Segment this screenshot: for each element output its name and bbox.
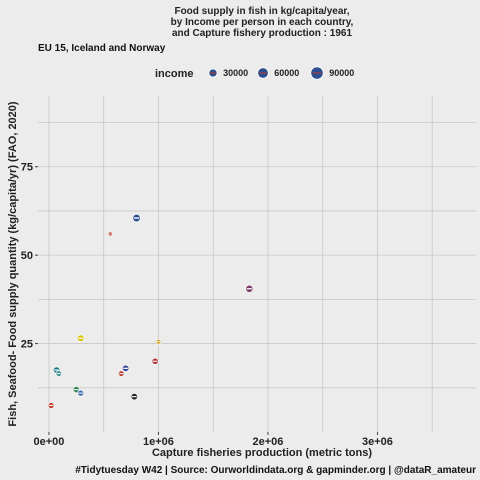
data-point [55,370,63,377]
grid [38,96,476,432]
y-axis-label: Fish, Seafood- Food supply quantity (kg/… [7,101,19,426]
data-point [117,370,125,377]
chart-caption: #Tidytuesday W42 | Source: Ourworldindat… [75,465,476,476]
legend-key-label: 60000 [274,68,299,78]
plot-panel [38,96,476,432]
data-point [47,402,55,409]
x-axis-ticks: 0e+00 1e+06 2e+06 3e+06 [33,432,393,448]
x-tick-label: 2e+06 [252,436,283,448]
data-point [107,231,113,237]
data-point [132,213,141,223]
y-tick-label: 25 [21,339,33,351]
x-tick-label: 1e+06 [143,436,174,448]
data-point [245,284,254,293]
data-points [47,213,254,409]
legend: income 30000 60000 90000 [155,66,354,80]
data-point [77,389,85,397]
chart-title-line-3: and Capture fishery production : 1961 [172,28,352,39]
data-point [121,364,130,373]
chart-title-line-2: by Income per person in each country, [171,17,354,28]
y-axis-ticks: 25 50 75 [21,162,38,351]
data-point [76,334,85,343]
x-tick-label: 3e+06 [362,436,393,448]
legend-title: income [155,68,194,80]
chart-title-line-1: Food supply in fish in kg/capita/year, [174,6,349,17]
x-axis-label: Capture fisheries production (metric ton… [152,447,372,459]
legend-key-label: 30000 [223,68,248,78]
data-point [151,357,159,365]
y-tick-label: 50 [21,250,33,262]
x-tick-label: 0e+00 [33,436,64,448]
data-point [130,392,139,401]
chart-subtitle: EU 15, Iceland and Norway [38,43,166,54]
y-tick-label: 75 [21,162,33,174]
data-point [155,338,162,345]
legend-key-label: 90000 [329,68,354,78]
